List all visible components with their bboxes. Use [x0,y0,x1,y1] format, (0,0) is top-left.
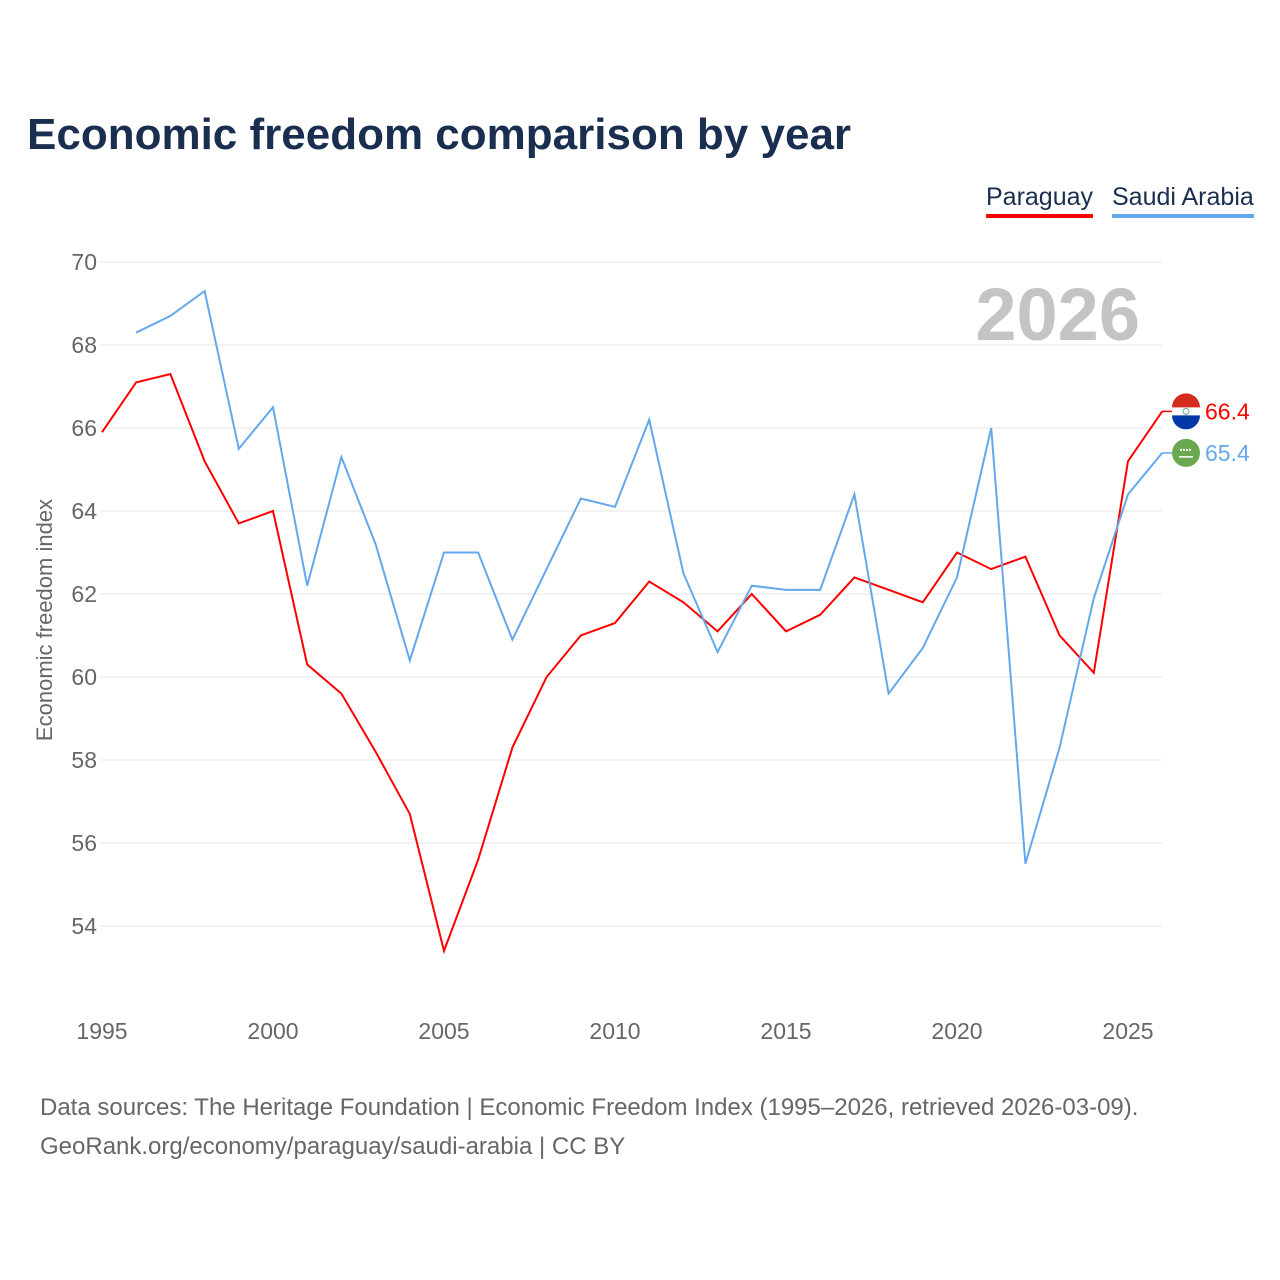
saudi-arabia-flag-icon [1172,438,1200,467]
legend-saudi-arabia[interactable]: Saudi Arabia [1112,183,1254,218]
legend-paraguay[interactable]: Paraguay [986,183,1094,218]
y-tick-label: 62 [71,581,97,607]
chart-title: Economic freedom comparison by year [27,110,852,159]
end-value-label: 66.4 [1205,398,1250,424]
y-axis-label: Economic freedom index [32,499,57,741]
x-tick-label: 2005 [418,1018,469,1044]
y-tick-label: 68 [71,332,97,358]
x-tick-label: 1995 [76,1018,127,1044]
y-tick-label: 64 [71,498,97,524]
y-tick-label: 54 [71,913,97,939]
x-tick-label: 2025 [1102,1018,1153,1044]
y-tick-label: 70 [71,249,97,275]
y-tick-label: 56 [71,830,97,856]
source-line-2[interactable]: GeoRank.org/economy/paraguay/saudi-arabi… [40,1133,626,1160]
y-tick-label: 58 [71,747,97,773]
y-tick-label: 60 [71,664,97,690]
series-line-saudi-arabia [135,289,1163,865]
source-line-1: Data sources: The Heritage Foundation | … [40,1094,1139,1121]
x-tick-label: 2000 [247,1018,298,1044]
end-value-label: 65.4 [1205,440,1250,466]
x-tick-label: 2010 [589,1018,640,1044]
source-note: Data sources: The Heritage Foundation | … [40,1088,1138,1166]
series-line-paraguay [101,372,1164,955]
x-tick-label: 2015 [760,1018,811,1044]
year-watermark: 2026 [975,273,1140,356]
y-tick-label: 66 [71,415,97,441]
x-tick-label: 2020 [931,1018,982,1044]
